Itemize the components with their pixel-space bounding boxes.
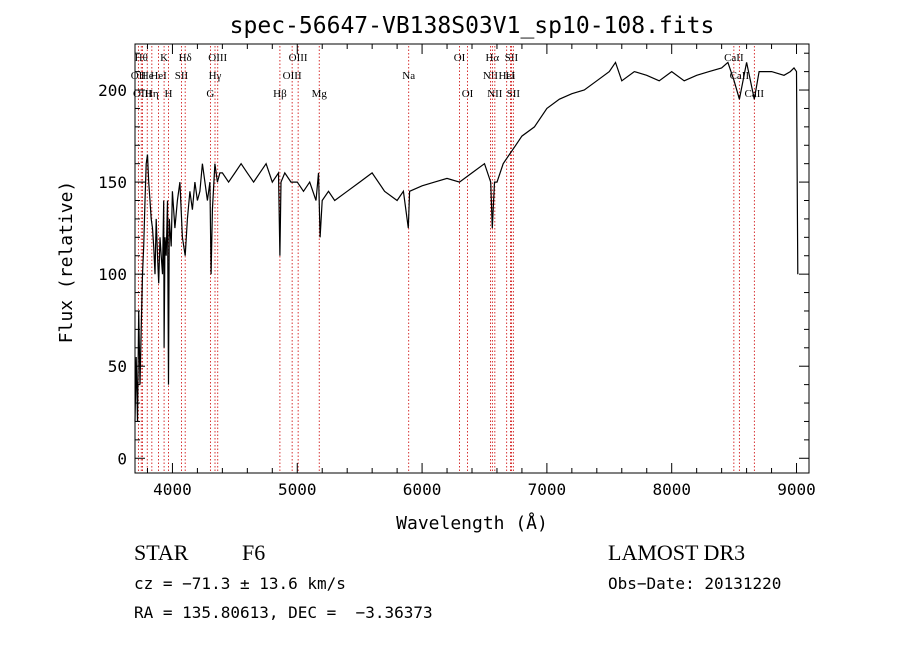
y-axis: 0 50 100 150 200 xyxy=(98,52,809,468)
y-axis-label: Flux (relative) xyxy=(56,181,77,344)
redshift-readout: cz = −71.3 ± 13.6 km/s xyxy=(134,574,346,593)
line-marker-label: OIII xyxy=(283,70,302,82)
x-axis-label: Wavelength (Å) xyxy=(396,512,548,534)
line-marker-label: SII xyxy=(175,70,189,82)
subclass-label: F6 xyxy=(242,540,266,565)
x-tick-label: 5000 xyxy=(278,480,317,499)
line-marker-label: Hγ xyxy=(209,70,222,82)
line-marker-label: OI xyxy=(454,52,466,64)
line-marker-label: Hα xyxy=(485,52,499,64)
line-marker-label: Mg xyxy=(312,88,328,100)
line-marker-label: OIII xyxy=(208,52,227,64)
line-marker-label: CaII xyxy=(724,52,744,64)
line-marker-label: Hδ xyxy=(179,52,192,64)
line-marker-label: CaII xyxy=(745,88,765,100)
line-marker-label: SII xyxy=(505,52,519,64)
x-tick-label: 8000 xyxy=(652,480,691,499)
x-tick-label: 7000 xyxy=(528,480,567,499)
line-marker-label: Hθ xyxy=(135,52,148,64)
x-axis: 4000 5000 6000 7000 8000 9000 xyxy=(146,44,816,499)
y-tick-label: 150 xyxy=(98,173,127,192)
line-marker-label: OIII xyxy=(133,88,152,100)
obs-date-readout: Obs−Date: 20131220 xyxy=(608,574,782,593)
line-markers: HθOIIOIIIHeHηHeIKHSIIHδGHγOIIIHβOIIIOIII… xyxy=(131,46,765,473)
class-label: STAR xyxy=(134,540,189,565)
line-marker-label: OIII xyxy=(289,52,308,64)
line-marker-label: NII xyxy=(483,70,499,82)
line-marker-label: OI xyxy=(462,88,474,100)
line-marker-label: Hβ xyxy=(273,88,287,100)
line-marker-label: Na xyxy=(402,70,415,82)
coordinates-readout: RA = 135.80613, DEC = −3.36373 xyxy=(134,603,433,622)
line-marker-label: G xyxy=(206,88,214,100)
survey-label: LAMOST DR3 xyxy=(608,540,746,565)
line-marker-label: HeI xyxy=(150,70,167,82)
line-marker-label: Hη xyxy=(145,88,159,100)
line-marker-label: He xyxy=(141,70,154,82)
line-marker-label: NII xyxy=(487,88,503,100)
chart-title: spec-56647-VB138S03V1_sp10-108.fits xyxy=(230,13,715,39)
x-tick-label: 6000 xyxy=(403,480,442,499)
plot-frame xyxy=(134,43,810,474)
x-tick-label: 4000 xyxy=(153,480,192,499)
line-marker-label: SII xyxy=(507,88,521,100)
y-tick-label: 200 xyxy=(98,81,127,100)
line-marker-label: H xyxy=(164,88,172,100)
y-tick-label: 100 xyxy=(98,265,127,284)
y-tick-label: 0 xyxy=(117,449,127,468)
x-tick-label: 9000 xyxy=(777,480,816,499)
spectrum-series-line xyxy=(134,61,799,422)
line-marker-label: Li xyxy=(506,70,516,82)
line-marker-label: K xyxy=(160,52,168,64)
y-tick-label: 50 xyxy=(108,357,127,376)
